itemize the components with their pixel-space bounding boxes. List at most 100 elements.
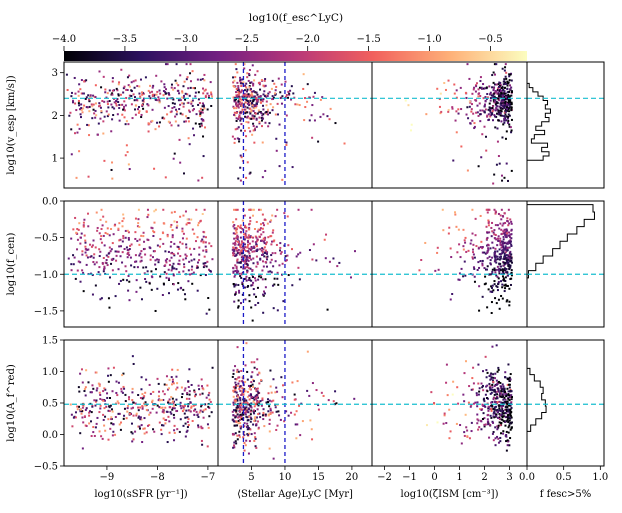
scatter-point [497, 92, 500, 95]
scatter-point [509, 414, 512, 417]
scatter-point [208, 406, 211, 409]
scatter-point [82, 221, 85, 224]
scatter-point [271, 79, 274, 82]
scatter-point [510, 411, 513, 414]
scatter-point [236, 81, 239, 84]
scatter-point [473, 256, 476, 259]
scatter-point [272, 96, 275, 99]
scatter-point [236, 269, 239, 272]
scatter-point [253, 432, 256, 435]
scatter-point [198, 123, 201, 126]
scatter-point [112, 430, 115, 433]
scatter-point [443, 81, 446, 84]
scatter-point [175, 63, 178, 66]
scatter-point [308, 249, 311, 252]
scatter-point [477, 88, 480, 91]
scatter-point [121, 225, 124, 228]
scatter-point [168, 406, 171, 409]
scatter-point [250, 117, 253, 120]
scatter-point [102, 120, 105, 123]
scatter-point [170, 110, 173, 113]
scatter-point [295, 437, 298, 440]
scatter-point [509, 417, 512, 420]
scatter-point [264, 413, 267, 416]
scatter-point [84, 251, 87, 254]
scatter-point [239, 117, 242, 120]
scatter-point [119, 428, 122, 431]
scatter-point [241, 380, 244, 383]
scatter-point [180, 407, 183, 410]
scatter-point [503, 400, 506, 403]
scatter-point [80, 108, 83, 111]
scatter-point [111, 106, 114, 109]
scatter-point [91, 274, 94, 277]
scatter-point [495, 344, 498, 347]
scatter-point [313, 91, 316, 94]
colorbar-tick-label: −2.0 [296, 34, 320, 45]
scatter-point [251, 250, 254, 253]
scatter-point [276, 277, 279, 280]
scatter-point [248, 294, 251, 297]
scatter-point [257, 413, 260, 416]
scatter-point [497, 235, 500, 238]
scatter-point [245, 439, 248, 442]
scatter-point [142, 107, 145, 110]
scatter-point [262, 411, 265, 414]
scatter-point [166, 233, 169, 236]
scatter-point [256, 261, 259, 264]
scatter-point [246, 250, 249, 253]
scatter-point [506, 271, 509, 274]
scatter-point [501, 95, 504, 98]
scatter-point [504, 376, 507, 379]
scatter-point [201, 443, 204, 446]
scatter-point [73, 256, 76, 259]
scatter-point [102, 75, 105, 78]
scatter-point [281, 178, 284, 181]
scatter-point [263, 85, 266, 88]
scatter-point [245, 120, 248, 123]
scatter-point [83, 104, 86, 107]
scatter-point [198, 110, 201, 113]
scatter-point [231, 432, 234, 435]
scatter-point [175, 110, 178, 113]
scatter-point [501, 402, 504, 405]
scatter-point [234, 254, 237, 257]
scatter-point [74, 411, 77, 414]
scatter-point [159, 92, 162, 95]
scatter-point [244, 298, 247, 301]
scatter-point [273, 277, 276, 280]
scatter-point [501, 100, 504, 103]
scatter-point [497, 437, 500, 440]
scatter-point [107, 418, 110, 421]
scatter-point [241, 108, 244, 111]
scatter-point [464, 274, 467, 277]
scatter-point [242, 267, 245, 270]
scatter-point [78, 83, 81, 86]
scatter-point [495, 261, 498, 264]
scatter-point [233, 433, 236, 436]
scatter-point [437, 268, 440, 271]
scatter-point [496, 275, 499, 278]
scatter-point [284, 255, 287, 258]
scatter-point [245, 406, 248, 409]
scatter-point [507, 264, 510, 267]
scatter-point [260, 125, 263, 128]
scatter-point [481, 418, 484, 421]
scatter-point [465, 426, 468, 429]
scatter-point [130, 103, 133, 106]
scatter-point [125, 270, 128, 273]
scatter-point [87, 94, 90, 97]
scatter-point [140, 113, 143, 116]
scatter-point [237, 93, 240, 96]
scatter-point [264, 169, 267, 172]
scatter-point [504, 221, 507, 224]
scatter-point [204, 94, 207, 97]
scatter-point [260, 79, 263, 82]
scatter-point [191, 265, 194, 268]
scatter-point [500, 390, 503, 393]
scatter-point [91, 384, 94, 387]
scatter-point [504, 137, 507, 140]
scatter-point [143, 427, 146, 430]
scatter-point [279, 252, 282, 255]
scatter-point [499, 424, 502, 427]
